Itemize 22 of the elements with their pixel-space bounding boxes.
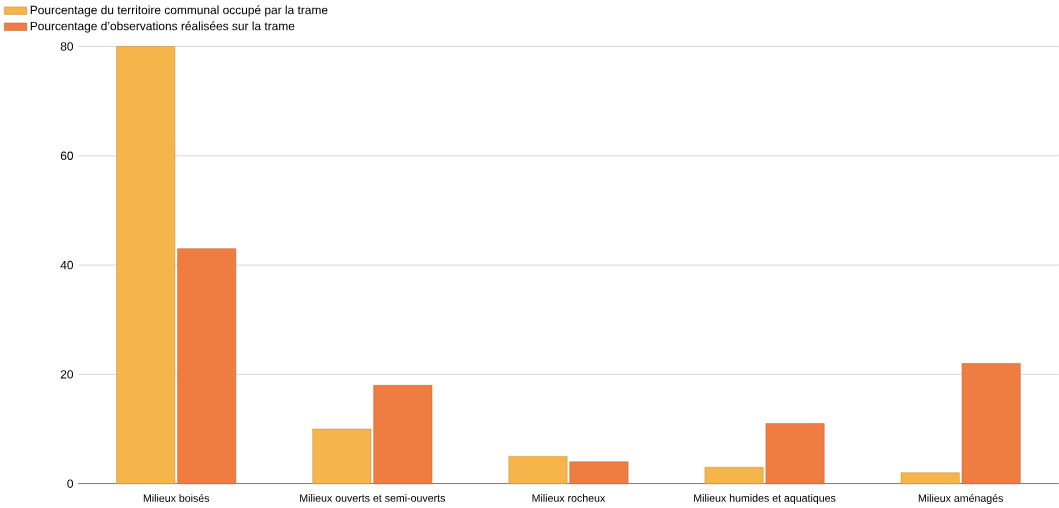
- y-tick-label: 40: [60, 260, 74, 270]
- bar: [765, 423, 825, 484]
- bar: [961, 362, 1021, 484]
- x-tick-label: Milieux aménagés: [918, 493, 1003, 504]
- bar: [569, 461, 629, 484]
- y-tick-label: 20: [60, 369, 74, 379]
- y-tick-label: 60: [60, 151, 74, 160]
- x-tick-label: Milieux humides et aquatiques: [694, 493, 836, 504]
- x-tick-label: Milieux rocheux: [532, 493, 606, 502]
- y-tick-label: 0: [67, 479, 74, 488]
- bar: [116, 45, 176, 484]
- bar: [508, 455, 568, 484]
- y-tick-label: 80: [60, 41, 74, 51]
- bar: [177, 248, 237, 484]
- x-tick-label: Milieux ouverts et semi-ouverts: [300, 493, 445, 502]
- x-tick-label: Milieux boisés: [143, 493, 210, 502]
- bar: [704, 466, 764, 484]
- bar: [900, 472, 960, 484]
- bar: [373, 384, 433, 484]
- legend-label: Pourcentage du territoire communal occupé par la trame: [30, 5, 328, 17]
- legend-label: Pourcentage d’observations réalisées sur la trame: [30, 21, 295, 33]
- bar: [312, 428, 372, 484]
